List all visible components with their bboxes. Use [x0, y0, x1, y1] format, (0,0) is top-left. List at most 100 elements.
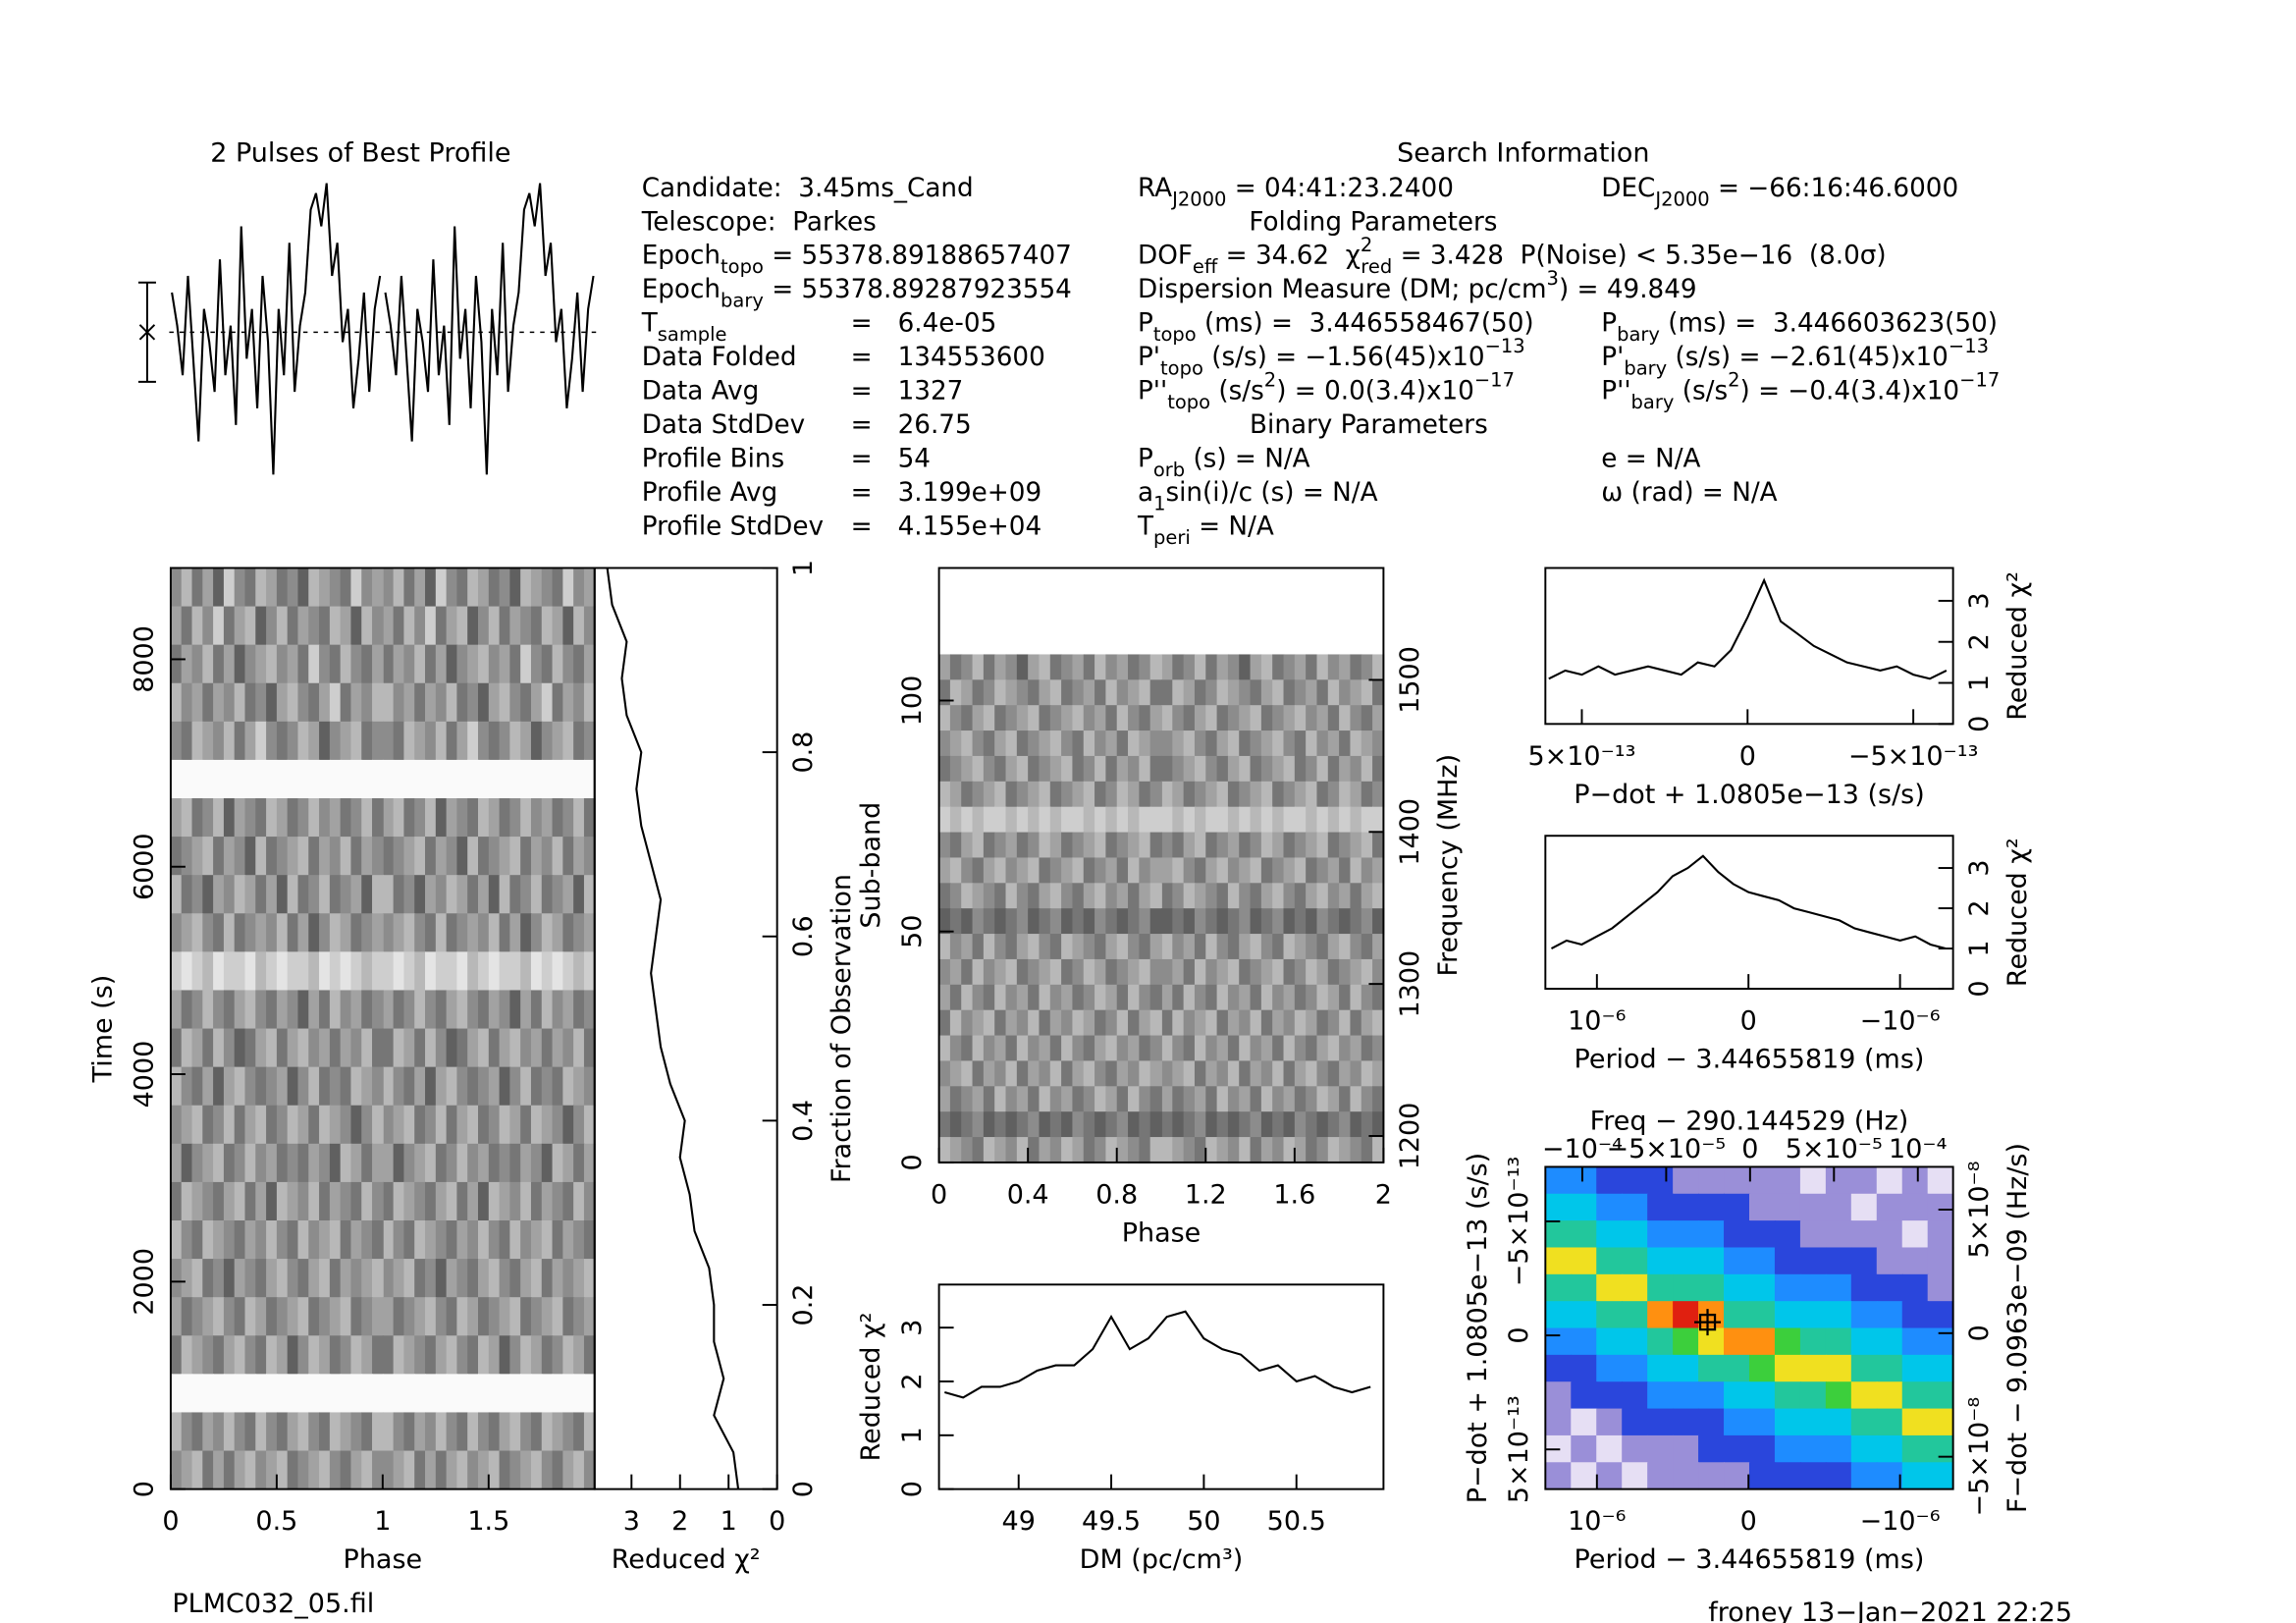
heat-cell — [1016, 958, 1030, 986]
heat-cell — [1250, 934, 1262, 960]
heat-cell — [499, 644, 511, 684]
heat-cell — [319, 1374, 331, 1414]
info-script: −17 — [1959, 368, 2000, 391]
heat-cell — [266, 1066, 278, 1107]
info-text: = — [851, 309, 873, 339]
heat-cell — [1139, 1086, 1151, 1113]
heat-cell — [393, 568, 405, 608]
heat-cell — [1049, 857, 1063, 885]
heat-cell — [266, 1374, 278, 1414]
heat-cell — [1825, 1408, 1852, 1436]
heat-cell — [425, 951, 437, 992]
heat-cell — [223, 1297, 236, 1337]
heat-cell — [1799, 1434, 1827, 1464]
heat-cell — [541, 568, 554, 608]
heat-cell — [509, 1412, 522, 1452]
heat-cell — [234, 682, 246, 723]
heat-cell — [425, 990, 437, 1030]
heat-cell — [1183, 781, 1196, 808]
heat-cell — [467, 1066, 479, 1107]
heat-cell — [1850, 1166, 1878, 1195]
info-script: −13 — [1949, 335, 1989, 357]
heat-cell — [403, 682, 416, 723]
heat-cell — [1850, 1434, 1878, 1464]
heat-cell — [1250, 705, 1262, 731]
heat-cell — [1850, 1408, 1878, 1436]
heat-cell — [446, 568, 458, 608]
heat-cell — [202, 1066, 215, 1107]
heat-cell — [972, 755, 985, 783]
heat-cell — [372, 1259, 384, 1299]
info-script: −17 — [1474, 368, 1515, 391]
heat-cell — [1647, 1327, 1675, 1356]
heat-cell — [287, 1066, 299, 1107]
heat-cell — [994, 755, 1007, 783]
heat-cell — [1673, 1381, 1699, 1410]
heat-cell — [202, 1450, 215, 1490]
heat-cell — [361, 1335, 373, 1376]
heat-cell — [1128, 1060, 1141, 1088]
heat-cell — [361, 990, 373, 1030]
heat-cell — [1272, 730, 1285, 757]
tick-label: 10⁻⁴ — [1889, 1134, 1947, 1164]
heat-cell — [1825, 1193, 1852, 1222]
heat-cell — [1149, 1111, 1162, 1138]
heat-cell — [1061, 705, 1074, 731]
heat-cell — [1545, 1408, 1573, 1436]
heat-cell — [1083, 755, 1095, 783]
heat-cell — [1105, 958, 1118, 986]
heat-cell — [340, 1181, 352, 1221]
heat-cell — [1372, 934, 1385, 960]
heat-cell — [1005, 1111, 1018, 1138]
heat-cell — [1016, 755, 1030, 783]
heat-cell — [1128, 857, 1141, 885]
info-line: Profile StdDev — [642, 513, 824, 542]
heat-cell — [1105, 679, 1118, 707]
heat-cell — [435, 606, 448, 646]
heat-cell — [1072, 883, 1085, 910]
heat-cell — [1327, 781, 1341, 808]
heat-cell — [1016, 934, 1030, 960]
heat-cell — [319, 1335, 331, 1376]
heat-cell — [287, 798, 299, 839]
heat-cell — [329, 1335, 342, 1376]
heat-cell — [1128, 755, 1141, 783]
heat-cell — [1005, 679, 1018, 707]
heat-cell — [541, 1297, 554, 1337]
heat-cell — [361, 721, 373, 761]
heat-cell — [1239, 984, 1252, 1011]
heat-cell — [361, 875, 373, 915]
heat-cell — [414, 568, 426, 608]
heat-cell — [520, 1412, 532, 1452]
heat-cell — [1172, 654, 1185, 681]
heat-cell — [340, 1028, 352, 1068]
heat-cell — [1095, 1035, 1107, 1062]
heat-cell — [361, 1297, 373, 1337]
heat-cell — [583, 1143, 596, 1183]
heat-cell — [1698, 1381, 1725, 1410]
heat-cell — [202, 759, 215, 799]
tick-label: 2 — [1964, 633, 1995, 650]
heat-cell — [467, 1335, 479, 1376]
heat-cell — [213, 837, 225, 877]
heat-cell — [276, 759, 289, 799]
heat-cell — [1799, 1273, 1827, 1303]
heat-cell — [520, 1143, 532, 1183]
heat-cell — [393, 951, 405, 992]
heat-cell — [255, 990, 267, 1030]
heat-cell — [994, 1111, 1007, 1138]
heat-cell — [1372, 832, 1385, 859]
heat-cell — [530, 990, 543, 1030]
info-text: Telescope: Parkes — [641, 207, 877, 237]
heat-cell — [1294, 1009, 1308, 1037]
heat-cell — [552, 1450, 564, 1490]
y-axis-label: Reduced χ² — [2002, 838, 2033, 987]
plot-frame — [1544, 567, 1954, 726]
heat-cell — [393, 1297, 405, 1337]
heat-cell — [488, 721, 501, 761]
heat-cell — [456, 1219, 469, 1260]
heat-cell — [1005, 984, 1018, 1011]
info-script: bary — [1624, 356, 1667, 379]
heat-cell — [1039, 958, 1051, 986]
heat-cell — [170, 759, 183, 799]
